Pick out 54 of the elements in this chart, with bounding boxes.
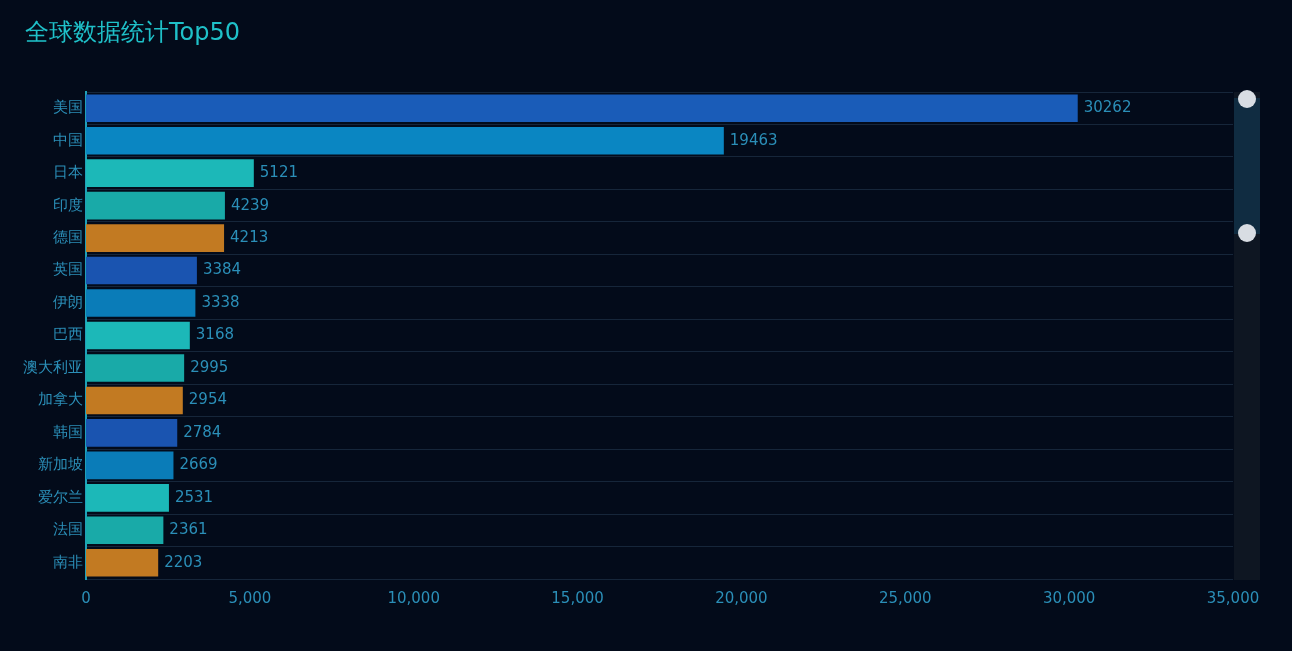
- y-tick-label: 爱尔兰: [38, 487, 83, 506]
- bar: [86, 321, 190, 350]
- data-label: 2784: [183, 422, 222, 441]
- data-label: 3168: [195, 325, 235, 344]
- y-tick-label: 澳大利亚: [23, 357, 83, 376]
- data-label: 4239: [230, 195, 270, 214]
- bar: [86, 224, 225, 252]
- data-label: 2954: [188, 390, 227, 409]
- data-label: 5121: [259, 163, 299, 182]
- y-tick-label: 中国: [53, 130, 83, 149]
- x-tick-label: 15,000: [551, 588, 604, 607]
- x-tick-label: 25,000: [879, 588, 932, 607]
- x-tick-label: 20,000: [715, 588, 768, 607]
- bar: [86, 94, 1078, 123]
- data-label: 3338: [201, 292, 240, 311]
- data-label: 3384: [202, 260, 242, 279]
- bar: [86, 289, 196, 317]
- y-tick-label: 巴西: [53, 325, 83, 344]
- y-tick-label: 德国: [53, 227, 83, 246]
- bar: [86, 354, 185, 382]
- y-tick-label: 英国: [53, 260, 83, 279]
- x-tick-label: 10,000: [387, 588, 440, 607]
- y-tick-label: 美国: [53, 98, 83, 117]
- bar: [86, 419, 178, 447]
- data-label: 19463: [729, 130, 778, 149]
- y-tick-label: 加拿大: [38, 390, 83, 409]
- data-label: 2669: [179, 455, 218, 474]
- x-tick-label: 0: [81, 588, 91, 607]
- data-label: 2995: [190, 357, 229, 376]
- data-label: 4213: [230, 227, 269, 246]
- bar: [86, 256, 197, 285]
- y-tick-label: 伊朗: [53, 292, 83, 311]
- bar: [86, 191, 225, 220]
- data-label: 30262: [1083, 98, 1132, 117]
- bar: [86, 386, 183, 415]
- x-tick-label: 5,000: [228, 588, 272, 607]
- y-tick-label: 法国: [53, 520, 83, 539]
- bar: [86, 451, 174, 480]
- data-label: 2531: [174, 487, 214, 506]
- x-tick-label: 35,000: [1206, 588, 1260, 607]
- bar: [86, 548, 159, 577]
- y-tick-label: 韩国: [53, 422, 83, 441]
- bar: [86, 484, 169, 512]
- y-tick-label: 南非: [53, 552, 83, 571]
- bar: [86, 126, 724, 155]
- data-label: 2203: [164, 552, 203, 571]
- chart-title: 全球数据统计Top50: [25, 17, 241, 48]
- bar: [86, 516, 164, 545]
- y-tick-label: 日本: [53, 163, 83, 182]
- y-tick-label: 新加坡: [38, 455, 83, 474]
- x-tick-label: 30,000: [1042, 588, 1096, 607]
- bar: [86, 159, 254, 187]
- y-tick-label: 印度: [53, 195, 83, 214]
- data-label: 2361: [169, 520, 208, 539]
